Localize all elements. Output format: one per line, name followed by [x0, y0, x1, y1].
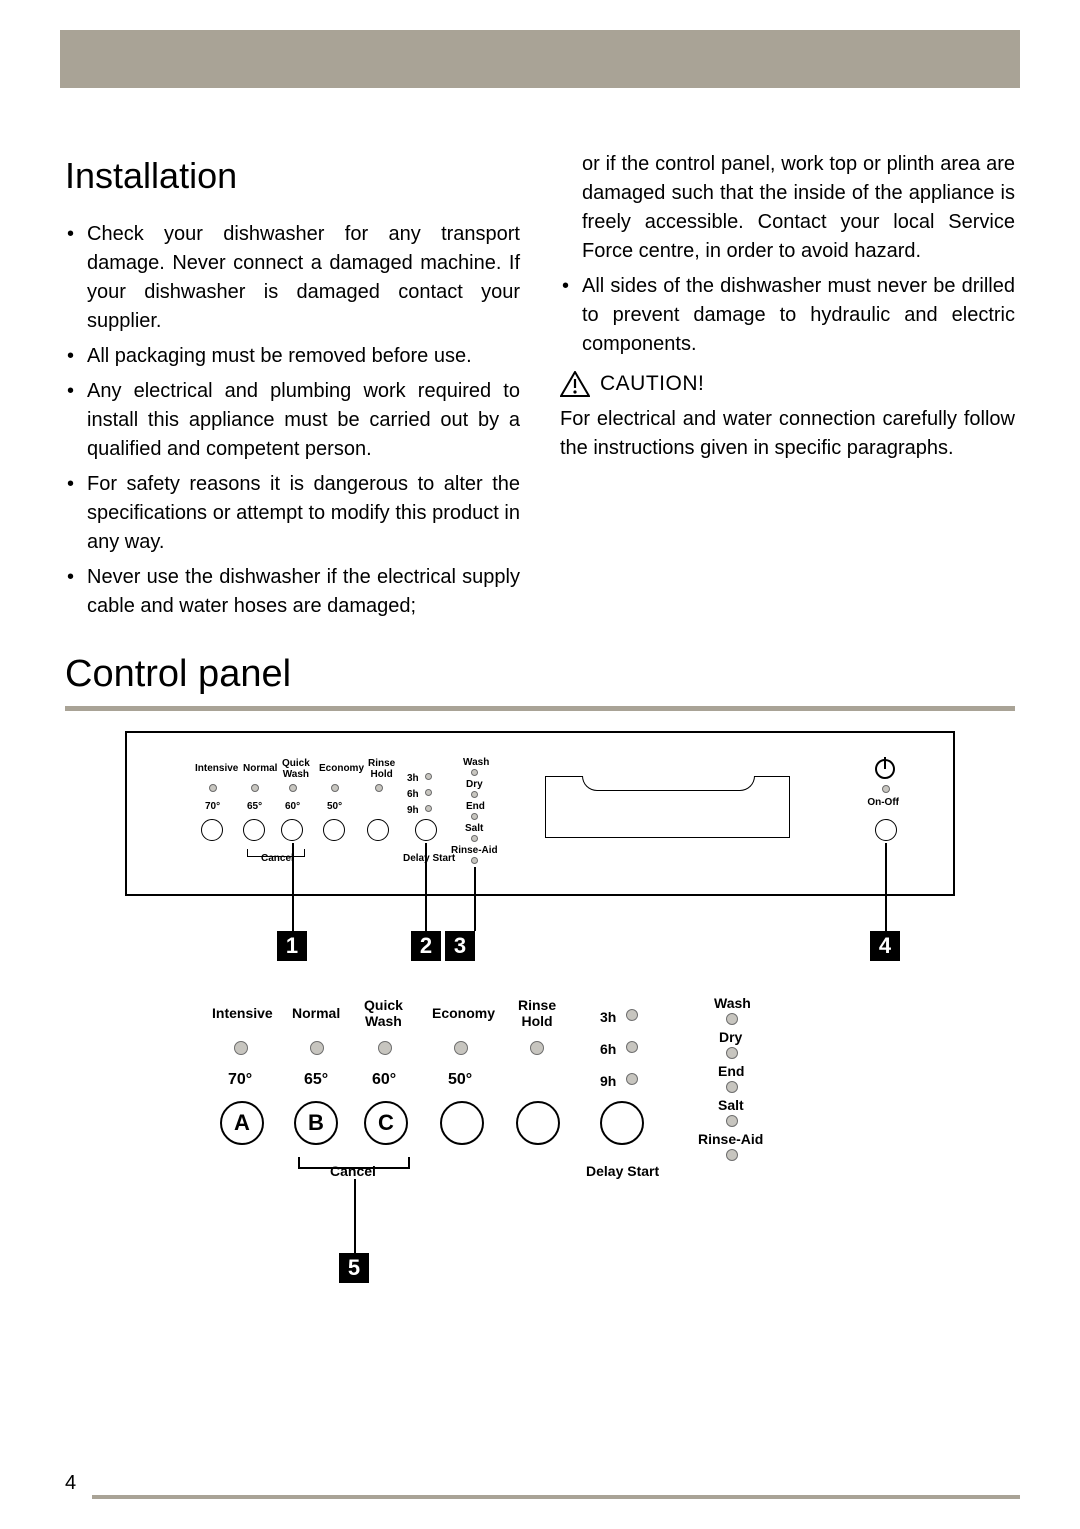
- bullet-item: All packaging must be removed before use…: [87, 342, 520, 371]
- bullet-item: Check your dishwasher for any transport …: [87, 220, 520, 336]
- delay-start-label: Delay Start: [403, 853, 455, 864]
- delay-option: 6h: [407, 789, 419, 800]
- callout-5: 5: [339, 1253, 369, 1283]
- bullet-item: Never use the dishwasher if the electric…: [87, 563, 520, 621]
- right-column: or if the control panel, work top or pli…: [560, 150, 1015, 627]
- prog-temp: 65°: [304, 1071, 328, 1089]
- delay-led: [626, 1041, 638, 1053]
- callout-1: 1: [277, 931, 307, 961]
- status-led: [726, 1047, 738, 1059]
- knob-blank: [516, 1101, 560, 1145]
- delay-option: 9h: [600, 1073, 616, 1089]
- knob-c: C: [364, 1101, 408, 1145]
- panel-outline: [125, 731, 955, 896]
- bullet-item: All sides of the dishwasher must never b…: [582, 272, 1015, 359]
- indicator-led: [530, 1041, 544, 1055]
- lead-line: [292, 843, 294, 931]
- lead-line: [474, 867, 476, 931]
- delay-option: 6h: [600, 1041, 616, 1057]
- prog-temp: 60°: [285, 801, 300, 812]
- status-label: Rinse-Aid: [698, 1131, 763, 1147]
- prog-label: Normal: [292, 1005, 340, 1021]
- prog-label: Rinse Hold: [518, 997, 556, 1029]
- bullet-item: For safety reasons it is dangerous to al…: [87, 470, 520, 557]
- display-window: [545, 776, 790, 838]
- lead-line: [425, 843, 427, 931]
- caution-label: CAUTION!: [600, 369, 704, 399]
- indicator-led: [310, 1041, 324, 1055]
- footer-divider: [92, 1495, 1020, 1499]
- prog-temp: 50°: [448, 1071, 472, 1089]
- left-column: Installation Check your dishwasher for a…: [65, 150, 520, 627]
- status-label: Rinse-Aid: [451, 845, 498, 856]
- status-label: End: [718, 1063, 744, 1079]
- knob-blank: [440, 1101, 484, 1145]
- section-divider: [65, 706, 1015, 711]
- installation-bullets-right: All sides of the dishwasher must never b…: [560, 272, 1015, 359]
- callout-3: 3: [445, 931, 475, 961]
- control-panel-heading: Control panel: [65, 653, 1015, 696]
- installation-bullets-left: Check your dishwasher for any transport …: [65, 220, 520, 621]
- prog-label: Quick Wash: [364, 997, 403, 1029]
- prog-temp: 60°: [372, 1071, 396, 1089]
- delay-option: 9h: [407, 805, 419, 816]
- status-label: Salt: [718, 1097, 744, 1113]
- prog-temp: 50°: [327, 801, 342, 812]
- delay-option: 3h: [600, 1009, 616, 1025]
- header-bar: [60, 30, 1020, 88]
- onoff-label: On-Off: [867, 797, 899, 808]
- two-column-layout: Installation Check your dishwasher for a…: [65, 150, 1015, 627]
- status-label: End: [466, 801, 485, 812]
- status-label: Wash: [463, 757, 489, 768]
- delay-led: [626, 1009, 638, 1021]
- prog-label: Economy: [319, 763, 364, 774]
- cancel-label: Cancel: [261, 853, 294, 864]
- status-led: [726, 1115, 738, 1127]
- page-number: 4: [65, 1472, 76, 1495]
- prog-label: Intensive: [212, 1005, 273, 1021]
- status-led: [726, 1013, 738, 1025]
- delay-start-label: Delay Start: [586, 1163, 659, 1179]
- status-label: Dry: [466, 779, 483, 790]
- knob-b: B: [294, 1101, 338, 1145]
- lead-line: [354, 1179, 356, 1253]
- status-label: Salt: [465, 823, 483, 834]
- indicator-led: [378, 1041, 392, 1055]
- lead-line: [885, 843, 887, 931]
- status-label: Wash: [714, 995, 751, 1011]
- knob-a: A: [220, 1101, 264, 1145]
- page-content: Installation Check your dishwasher for a…: [65, 150, 1015, 1325]
- prog-label: Intensive: [195, 763, 238, 774]
- indicator-led: [454, 1041, 468, 1055]
- bullet-item: Any electrical and plumbing work require…: [87, 377, 520, 464]
- cancel-label: Cancel: [330, 1163, 376, 1179]
- prog-temp: 70°: [228, 1071, 252, 1089]
- prog-label: Normal: [243, 763, 277, 774]
- status-led: [726, 1149, 738, 1161]
- prog-temp: 70°: [205, 801, 220, 812]
- delay-knob: [600, 1101, 644, 1145]
- status-led: [726, 1081, 738, 1093]
- warning-icon: [560, 371, 590, 397]
- installation-heading: Installation: [65, 150, 520, 202]
- callout-4: 4: [870, 931, 900, 961]
- prog-temp: 65°: [247, 801, 262, 812]
- status-label: Dry: [719, 1029, 742, 1045]
- indicator-led: [234, 1041, 248, 1055]
- caution-text: For electrical and water connection care…: [560, 405, 1015, 463]
- prog-label: Economy: [432, 1005, 495, 1021]
- delay-option: 3h: [407, 773, 419, 784]
- delay-led: [626, 1073, 638, 1085]
- prog-label: Rinse Hold: [368, 758, 395, 780]
- caution-row: CAUTION!: [560, 369, 1015, 399]
- callout-2: 2: [411, 931, 441, 961]
- control-panel-diagram-small: Intensive Normal Quick Wash Economy Rins…: [125, 731, 955, 991]
- right-continuation: or if the control panel, work top or pli…: [560, 150, 1015, 266]
- control-panel-diagram-enlarged: Intensive Normal Quick Wash Economy Rins…: [220, 1005, 860, 1325]
- prog-label: Quick Wash: [282, 758, 310, 780]
